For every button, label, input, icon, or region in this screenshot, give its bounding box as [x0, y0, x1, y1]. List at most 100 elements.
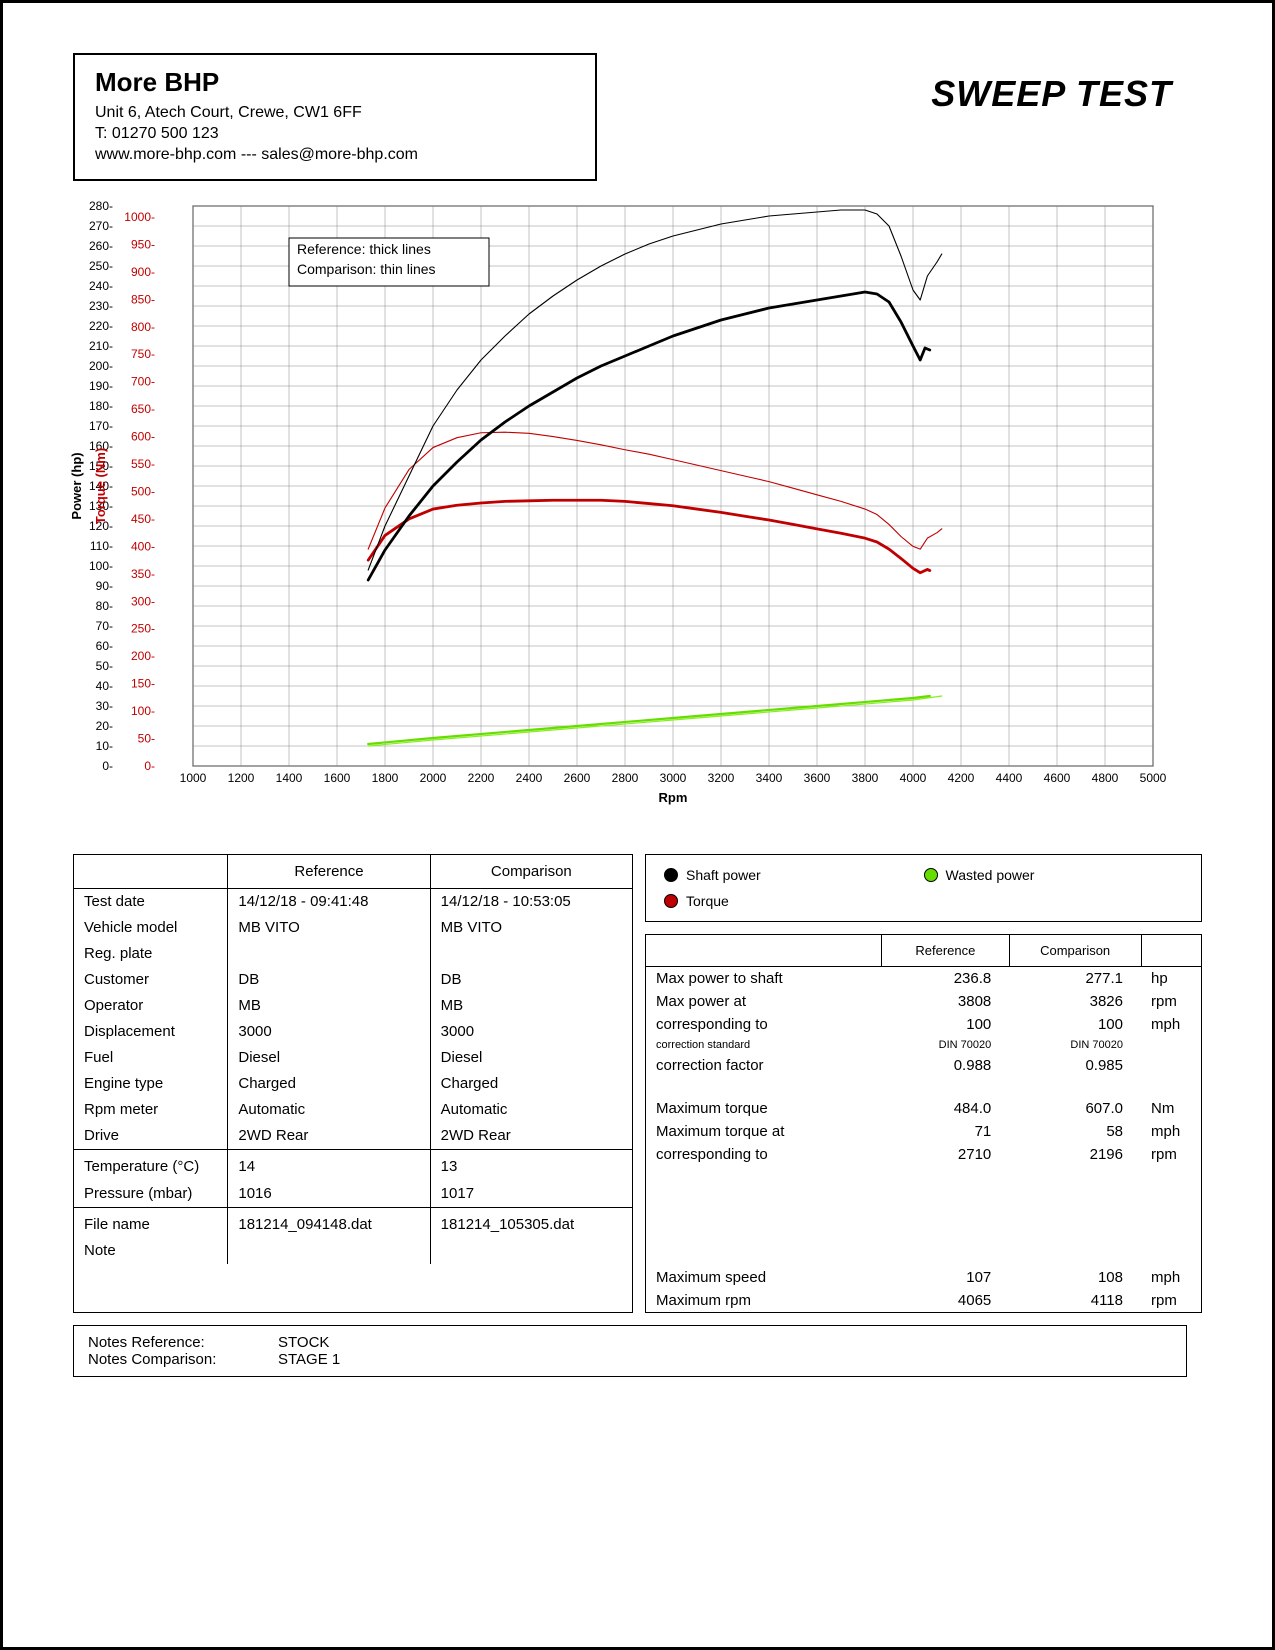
results-ref-value: 0.988 [882, 1054, 1010, 1077]
results-label: Maximum torque at [646, 1120, 882, 1143]
results-header: Comparison [1009, 935, 1141, 967]
svg-text:10-: 10- [96, 739, 113, 753]
results-label: Maximum speed [646, 1266, 882, 1289]
svg-text:250-: 250- [131, 622, 155, 636]
svg-text:2200: 2200 [468, 771, 495, 785]
svg-text:1000-: 1000- [124, 210, 155, 224]
svg-text:170-: 170- [89, 419, 113, 433]
info-label: Test date [74, 889, 228, 916]
results-label: correction factor [646, 1054, 882, 1077]
company-phone: T: 01270 500 123 [95, 125, 575, 143]
legend-torque: Torque [664, 893, 924, 909]
company-name: More BHP [95, 67, 575, 98]
svg-text:600-: 600- [131, 430, 155, 444]
svg-text:3400: 3400 [756, 771, 783, 785]
svg-text:210-: 210- [89, 339, 113, 353]
info-ref-value: 14/12/18 - 09:41:48 [228, 889, 430, 916]
results-ref-value: 71 [882, 1120, 1010, 1143]
svg-text:1600: 1600 [324, 771, 351, 785]
results-unit: mph [1141, 1266, 1202, 1289]
results-label: correction standard [646, 1036, 882, 1054]
info-comp-value: 3000 [430, 1019, 632, 1045]
svg-text:Power (hp): Power (hp) [69, 452, 84, 519]
svg-text:5000: 5000 [1140, 771, 1167, 785]
info-comp-value [430, 941, 632, 967]
info-label: Reg. plate [74, 941, 228, 967]
svg-text:50-: 50- [138, 732, 155, 746]
info-comp-value [430, 1238, 632, 1264]
svg-text:270-: 270- [89, 219, 113, 233]
series-legend: Shaft power Wasted power Torque [645, 854, 1202, 922]
svg-text:80-: 80- [96, 599, 113, 613]
svg-text:4800: 4800 [1092, 771, 1119, 785]
svg-text:800-: 800- [131, 320, 155, 334]
svg-text:200-: 200- [131, 649, 155, 663]
info-comp-value: MB VITO [430, 915, 632, 941]
info-header [74, 855, 228, 889]
info-ref-value: 2WD Rear [228, 1123, 430, 1150]
results-comp-value: DIN 70020 [1009, 1036, 1141, 1054]
notes-comp-label: Notes Comparison: [88, 1351, 248, 1368]
info-ref-value [228, 941, 430, 967]
svg-text:90-: 90- [96, 579, 113, 593]
dyno-chart: 1000120014001600180020002200240026002800… [63, 196, 1193, 836]
info-label: Vehicle model [74, 915, 228, 941]
svg-text:230-: 230- [89, 299, 113, 313]
svg-text:180-: 180- [89, 399, 113, 413]
svg-text:Rpm: Rpm [659, 790, 688, 805]
results-unit: rpm [1141, 1143, 1202, 1166]
svg-text:3800: 3800 [852, 771, 879, 785]
notes-ref-label: Notes Reference: [88, 1334, 248, 1351]
info-comp-value: MB [430, 993, 632, 1019]
results-label: corresponding to [646, 1013, 882, 1036]
info-label: File name [74, 1207, 228, 1238]
legend-torque-label: Torque [686, 893, 729, 909]
results-ref-value: 107 [882, 1266, 1010, 1289]
results-label: Max power to shaft [646, 967, 882, 991]
info-label: Rpm meter [74, 1097, 228, 1123]
info-ref-value [228, 1238, 430, 1264]
svg-text:4400: 4400 [996, 771, 1023, 785]
dot-wasted-icon [924, 868, 938, 882]
svg-text:550-: 550- [131, 457, 155, 471]
svg-text:60-: 60- [96, 639, 113, 653]
info-label: Customer [74, 967, 228, 993]
info-ref-value: MB [228, 993, 430, 1019]
results-ref-value: 3808 [882, 990, 1010, 1013]
svg-text:4600: 4600 [1044, 771, 1071, 785]
svg-text:3600: 3600 [804, 771, 831, 785]
info-ref-value: Charged [228, 1071, 430, 1097]
svg-text:150-: 150- [131, 677, 155, 691]
results-header [646, 935, 882, 967]
info-label: Note [74, 1238, 228, 1264]
notes-ref-value: STOCK [278, 1334, 329, 1351]
svg-text:500-: 500- [131, 484, 155, 498]
svg-text:2000: 2000 [420, 771, 447, 785]
svg-text:0-: 0- [102, 759, 113, 773]
right-column: Shaft power Wasted power Torque Referenc… [645, 854, 1202, 1313]
results-label: Max power at [646, 990, 882, 1013]
results-unit: hp [1141, 967, 1202, 991]
info-ref-value: 181214_094148.dat [228, 1207, 430, 1238]
results-unit: Nm [1141, 1097, 1202, 1120]
dot-torque-icon [664, 894, 678, 908]
dot-shaft-icon [664, 868, 678, 882]
legend-wasted-label: Wasted power [946, 867, 1035, 883]
svg-text:1400: 1400 [276, 771, 303, 785]
info-header: Reference [228, 855, 430, 889]
svg-text:4000: 4000 [900, 771, 927, 785]
company-box: More BHP Unit 6, Atech Court, Crewe, CW1… [73, 53, 597, 181]
results-ref-value: 2710 [882, 1143, 1010, 1166]
svg-text:100-: 100- [131, 704, 155, 718]
info-label: Engine type [74, 1071, 228, 1097]
svg-text:4200: 4200 [948, 771, 975, 785]
svg-text:700-: 700- [131, 375, 155, 389]
company-address: Unit 6, Atech Court, Crewe, CW1 6FF [95, 104, 575, 122]
svg-text:3200: 3200 [708, 771, 735, 785]
info-ref-value: 14 [228, 1150, 430, 1181]
notes-reference-line: Notes Reference: STOCK [88, 1334, 1172, 1351]
notes-comparison-line: Notes Comparison: STAGE 1 [88, 1351, 1172, 1368]
results-header: Reference [882, 935, 1010, 967]
info-label: Temperature (°C) [74, 1150, 228, 1181]
info-ref-value: Diesel [228, 1045, 430, 1071]
